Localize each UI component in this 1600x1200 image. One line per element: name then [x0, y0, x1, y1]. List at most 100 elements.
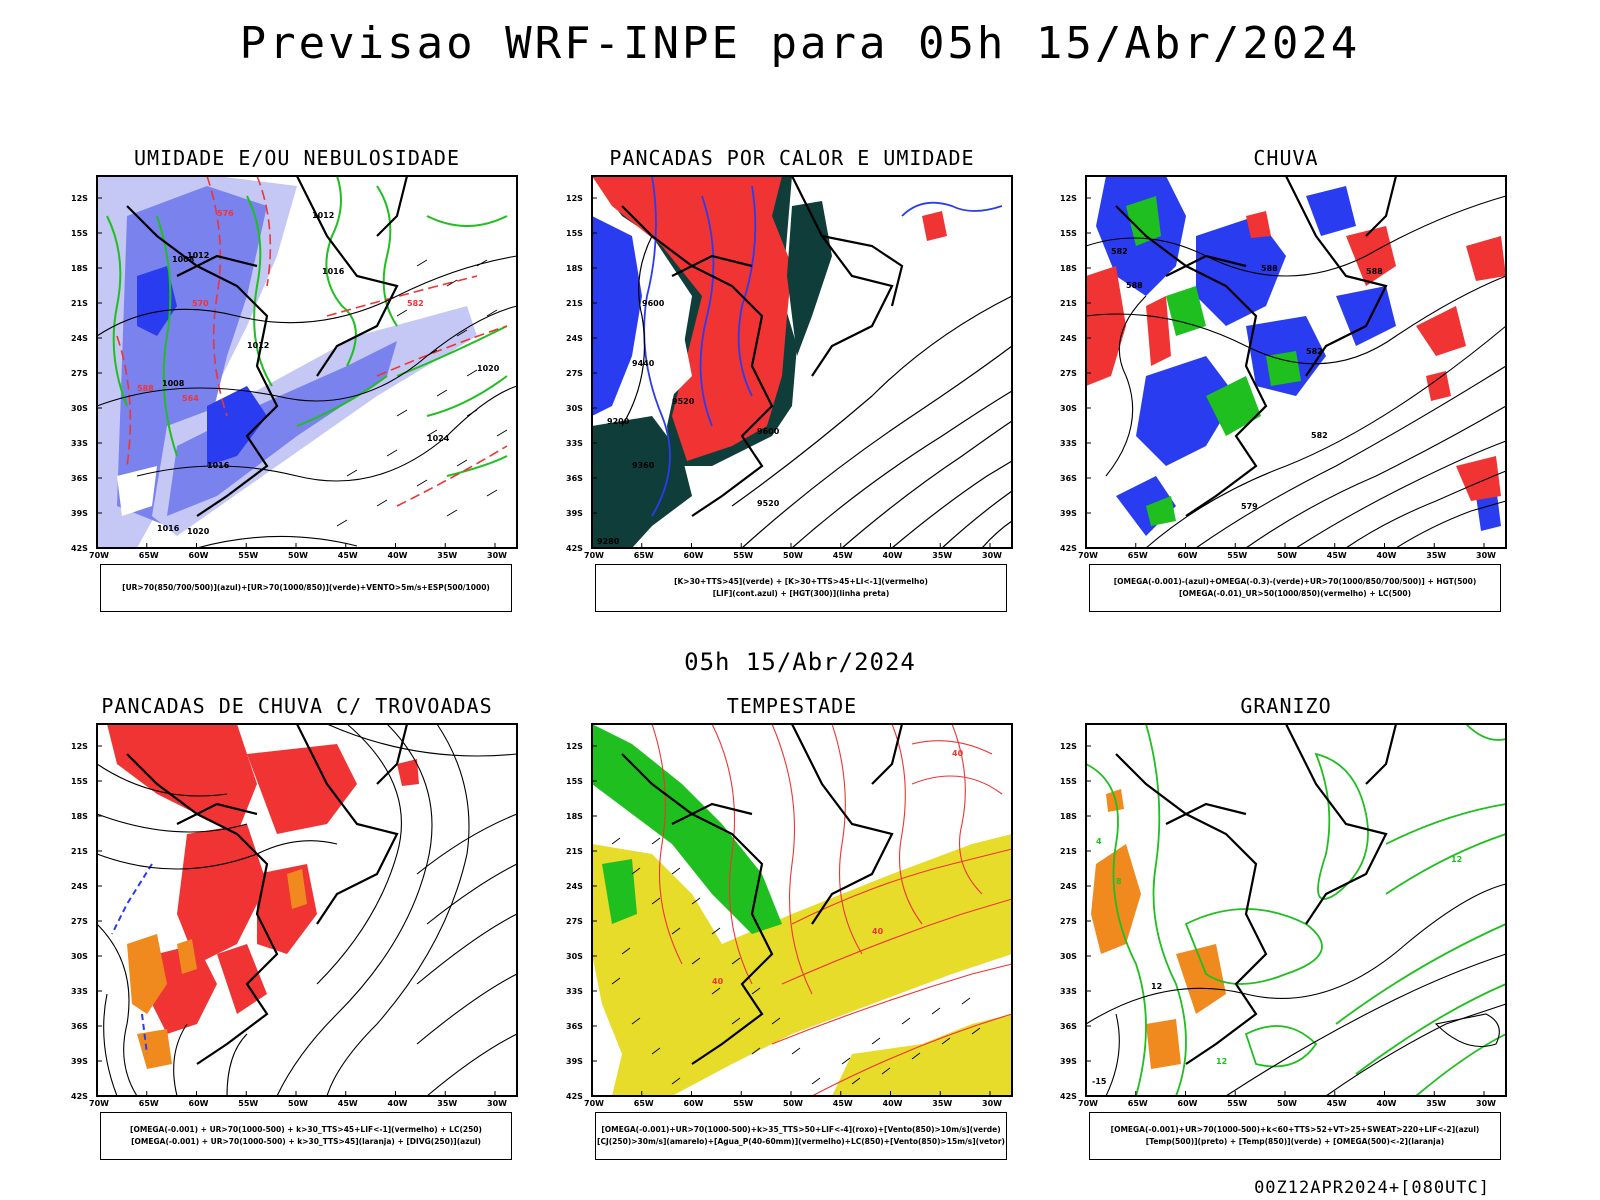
lat-tick-label: 39S — [71, 509, 88, 518]
lon-tick-label: 50W — [288, 551, 308, 560]
lon-tick-label: 45W — [833, 551, 853, 560]
lat-tick-label: 39S — [566, 509, 583, 518]
contour-label: 1008 — [172, 255, 195, 264]
legend-line: [K>30+TTS>45](verde) + [K>30+TTS>45+LI<-… — [674, 577, 928, 586]
lat-tick-label: 21S — [566, 299, 583, 308]
lat-tick-label: 39S — [1060, 509, 1077, 518]
lat-tick-label: 33S — [71, 439, 88, 448]
contour-label: 582 — [407, 299, 424, 308]
lat-tick-label: 21S — [1060, 847, 1077, 856]
lat-tick-label: 12S — [566, 742, 583, 751]
legend-line: [OMEGA(-0.001)+UR>70(1000-500)+k<60+TTS>… — [1110, 1125, 1480, 1134]
lon-tick-label: 40W — [1377, 1099, 1397, 1108]
lon-tick-label: 60W — [189, 1099, 209, 1108]
contour-label: 40 — [872, 927, 884, 936]
panel-legend: [OMEGA(-0.001) + UR>70(1000-500) + k>30_… — [100, 1112, 512, 1160]
panel-legend: [UR>70(850/700/500)](azul)+[UR>70(1000/8… — [100, 564, 512, 612]
lat-tick-label: 30S — [71, 404, 88, 413]
lat-tick-label: 27S — [71, 369, 88, 378]
contour-label: 582 — [1311, 431, 1328, 440]
panel-title: PANCADAS DE CHUVA C/ TROVOADAS — [101, 694, 493, 718]
contour-label: 1016 — [207, 461, 230, 470]
map-tempestade: 40 40 40 12S 15S 18S 21S 24S 27S 30S 33S 36S 39S 4… — [566, 723, 1013, 1108]
lat-tick-label: 27S — [566, 917, 583, 926]
lat-tick-label: 27S — [1060, 917, 1077, 926]
lat-tick-label: 18S — [566, 812, 583, 821]
lat-tick-label: 18S — [71, 264, 88, 273]
contour-label: 1020 — [187, 527, 210, 536]
lat-tick-label: 24S — [71, 334, 88, 343]
lat-tick-label: 24S — [1060, 334, 1077, 343]
lat-tick-label: 24S — [71, 882, 88, 891]
lat-tick-label: 27S — [566, 369, 583, 378]
contour-label: 9360 — [632, 461, 655, 470]
panel-trovoadas: PANCADAS DE CHUVA C/ TROVOADAS — [67, 694, 527, 1184]
lat-tick-label: 42S — [71, 1092, 88, 1101]
lat-tick-label: 18S — [1060, 812, 1077, 821]
lon-tick-label: 70W — [1078, 551, 1098, 560]
lon-tick-label: 65W — [634, 1099, 654, 1108]
lat-tick-label: 15S — [566, 229, 583, 238]
lat-tick-label: 15S — [1060, 229, 1077, 238]
page-title: Previsao WRF-INPE para 05h 15/Abr/2024 — [239, 18, 1361, 69]
lat-tick-label: 21S — [566, 847, 583, 856]
lon-tick-label: 45W — [338, 551, 358, 560]
contour-label: 579 — [1241, 502, 1258, 511]
contour-label: -15 — [1092, 1077, 1107, 1086]
lon-tick-label: 70W — [1078, 1099, 1098, 1108]
contour-label: 570 — [192, 299, 209, 308]
lon-tick-label: 30W — [487, 551, 507, 560]
lat-tick-label: 15S — [566, 777, 583, 786]
lon-tick-label: 60W — [1178, 1099, 1198, 1108]
panel-title: UMIDADE E/OU NEBULOSIDADE — [133, 146, 461, 170]
forecast-date-label: 05h 15/Abr/2024 — [684, 648, 916, 676]
contour-label: 1012 — [247, 341, 269, 350]
legend-line: [UR>70(850/700/500)](azul)+[UR>70(1000/8… — [122, 583, 490, 592]
map-umidade: 1008 1012 1016 1020 1024 1012 1016 1008 … — [71, 175, 518, 560]
legend-line: [CJ(250)>30m/s](amarelo)+[Agua_P(40-60mm… — [597, 1137, 1005, 1146]
contour-label: 588 — [1366, 267, 1383, 276]
lon-tick-label: 45W — [833, 1099, 853, 1108]
contour-label: 8 — [1116, 877, 1122, 886]
legend-line: [Temp(500)](preto) + [Temp(850)](verde) … — [1145, 1137, 1445, 1146]
lon-tick-label: 70W — [584, 1099, 604, 1108]
lat-tick-label: 42S — [1060, 544, 1077, 553]
lon-tick-label: 35W — [1426, 1099, 1446, 1108]
lat-tick-label: 15S — [71, 229, 88, 238]
lat-tick-label: 36S — [71, 1022, 88, 1031]
lon-tick-label: 65W — [1128, 1099, 1148, 1108]
lon-tick-label: 70W — [584, 551, 604, 560]
contour-label: 9520 — [672, 397, 695, 406]
legend-line: [OMEGA(-0.01)_UR>50(1000/850)(vermelho) … — [1178, 589, 1412, 598]
panel-legend: [OMEGA(-0.001)+UR>70(1000-500)+k>35_TTS>… — [595, 1112, 1007, 1160]
panel-granizo: GRANIZO — [1056, 694, 1516, 1184]
lat-tick-label: 30S — [1060, 404, 1077, 413]
lat-tick-label: 27S — [1060, 369, 1077, 378]
contour-label: 4 — [1096, 837, 1102, 846]
lat-tick-label: 12S — [71, 194, 88, 203]
lat-tick-label: 36S — [71, 474, 88, 483]
contour-label: 12 — [1151, 982, 1162, 991]
lon-tick-label: 60W — [189, 551, 209, 560]
contour-label: 40 — [952, 749, 964, 758]
lat-tick-label: 21S — [71, 299, 88, 308]
map-pancadas-calor: 9600 9440 9200 9520 9360 9600 9520 9280 … — [566, 175, 1013, 560]
map-chuva: 582 588 588 582 579 588 582 12S 15S 18S 21S… — [1060, 175, 1507, 560]
map-granizo: 12 -15 12 12 4 8 12S 15S 18S 21S 24S 27S 30S 33… — [1060, 723, 1507, 1108]
lat-tick-label: 24S — [566, 882, 583, 891]
contour-label: 1016 — [322, 267, 345, 276]
lon-tick-label: 50W — [1277, 551, 1297, 560]
contour-label: 1012 — [312, 211, 334, 220]
contour-label: 9280 — [597, 537, 620, 546]
lon-tick-label: 35W — [932, 551, 952, 560]
lon-tick-label: 30W — [1476, 1099, 1496, 1108]
lat-tick-label: 24S — [1060, 882, 1077, 891]
contour-label: 588 — [137, 384, 154, 393]
lat-tick-label: 39S — [71, 1057, 88, 1066]
lat-tick-label: 39S — [1060, 1057, 1077, 1066]
lon-tick-label: 40W — [883, 551, 903, 560]
lat-tick-label: 12S — [1060, 742, 1077, 751]
lat-tick-label: 33S — [566, 987, 583, 996]
lon-tick-label: 40W — [388, 1099, 408, 1108]
contour-label: 588 — [1126, 281, 1143, 290]
